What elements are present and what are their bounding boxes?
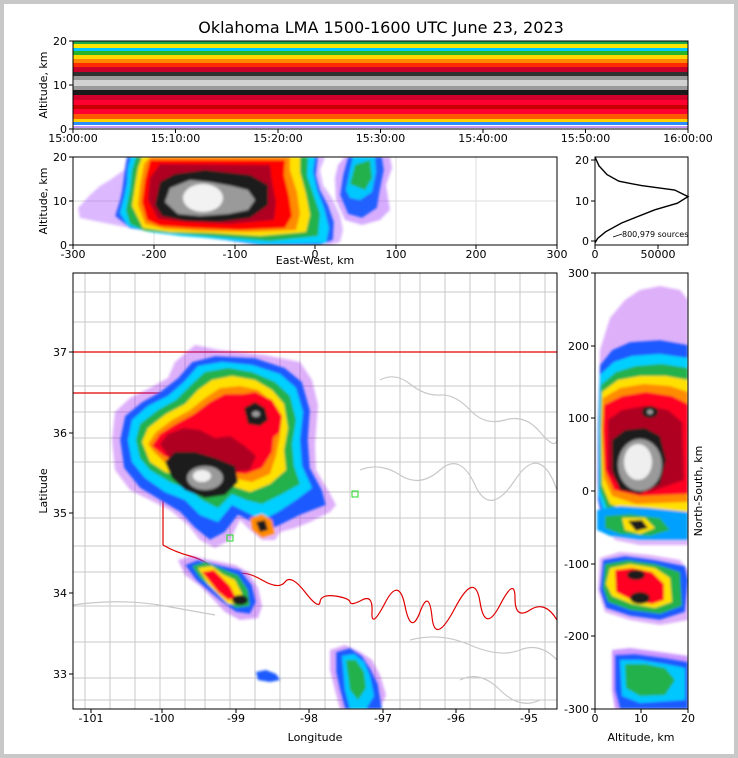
th-xtick-1550: 15:50:00 [561,132,610,145]
plan-view-xtick-labels: -101 -100 -99 -98 -97 -96 -95 [79,712,538,725]
histogram-xtick-labels: 0 50000 [592,248,676,261]
th-xtick-1540: 15:40:00 [458,132,507,145]
ew-xtick-m300: -300 [61,248,86,261]
ns-ytick-m100: -100 [564,558,589,571]
map-xtick-m98: -98 [300,712,318,725]
ns-ytick-m200: -200 [564,630,589,643]
map-xtick-m101: -101 [79,712,104,725]
map-xtick-m95: -95 [520,712,538,725]
map-ytick-36: 36 [53,427,67,440]
ew-xtick-m100: -100 [223,248,248,261]
north-south-density [597,286,688,709]
east-west-ytick-labels: 0 10 20 [53,151,67,252]
map-ytick-33: 33 [53,668,67,681]
ew-ytick-20: 20 [53,151,67,164]
hist-xtick-50000: 50000 [641,248,676,261]
ns-ytick-100: 100 [568,412,589,425]
ns-xtick-10: 10 [634,712,648,725]
map-ytick-34: 34 [53,587,67,600]
time-height-ytick-labels: 0 10 20 [53,35,67,136]
ew-xtick-100: 100 [386,248,407,261]
ew-xtick-m200: -200 [142,248,167,261]
th-xtick-1520: 15:20:00 [253,132,302,145]
th-ytick-10: 10 [53,79,67,92]
east-west-panel: 0 10 20 -300 -200 -100 0 100 200 300 Eas… [37,151,568,267]
east-west-density [78,157,392,245]
map-ytick-37: 37 [53,346,67,359]
north-south-ytick-labels: -300 -200 -100 0 100 200 300 [564,267,589,716]
map-xtick-m100: -100 [150,712,175,725]
hist-ytick-20: 20 [575,154,589,167]
east-west-ylabel: Altitude, km [37,167,50,234]
th-xtick-1510: 15:10:00 [151,132,200,145]
north-south-xtick-labels: 0 10 20 [592,712,696,725]
plan-view-density [112,345,386,709]
histogram-ytick-labels: 0 10 20 [575,154,589,248]
north-south-panel: -300 -200 -100 0 100 200 300 0 10 20 Alt… [564,267,705,744]
north-south-ylabel: North-South, km [692,446,705,537]
histogram-source-count: 800,979 sources [622,230,688,239]
th-ytick-0: 0 [60,123,67,136]
time-height-panel: 0 10 20 15:00:00 15:10:00 15:20:00 15:30… [37,35,713,145]
time-height-ylabel: Altitude, km [37,51,50,118]
map-xtick-m97: -97 [374,712,392,725]
plan-view-xlabel: Longitude [288,731,343,744]
ns-ytick-200: 200 [568,340,589,353]
ns-ytick-0: 0 [582,485,589,498]
hist-ytick-0: 0 [582,235,589,248]
ew-ytick-0: 0 [60,239,67,252]
station-markers [226,490,359,542]
th-ytick-20: 20 [53,35,67,48]
th-xtick-1500: 15:00:00 [48,132,97,145]
hist-ytick-10: 10 [575,195,589,208]
altitude-histogram-panel: 800,979 sources 0 10 20 0 50000 [575,154,690,261]
hist-xtick-0: 0 [592,248,599,261]
plan-view-panel: -101 -100 -99 -98 -97 -96 -95 33 34 35 3… [37,272,558,744]
ns-ytick-m300: -300 [564,703,589,716]
map-ytick-35: 35 [53,507,67,520]
map-xtick-m96: -96 [447,712,465,725]
ew-xtick-300: 300 [547,248,568,261]
north-south-xlabel: Altitude, km [607,731,674,744]
plan-view-ytick-labels: 33 34 35 36 37 [53,346,67,681]
plan-view-ylabel: Latitude [37,468,50,514]
time-height-xtick-labels: 15:00:00 15:10:00 15:20:00 15:30:00 15:4… [48,132,712,145]
ew-xtick-200: 200 [466,248,487,261]
ew-xtick-0: 0 [312,248,319,261]
th-xtick-1600: 16:00:00 [663,132,712,145]
ew-ytick-10: 10 [53,195,67,208]
figure-title: Oklahoma LMA 1500-1600 UTC June 23, 2023 [198,18,564,37]
map-xtick-m99: -99 [227,712,245,725]
ns-ytick-300: 300 [568,267,589,280]
time-height-density [73,41,688,129]
ns-xtick-0: 0 [592,712,599,725]
east-west-xlabel: East-West, km [276,254,354,267]
ns-xtick-20: 20 [681,712,695,725]
th-xtick-1530: 15:30:00 [356,132,405,145]
east-west-xtick-labels: -300 -200 -100 0 100 200 300 [61,248,568,261]
